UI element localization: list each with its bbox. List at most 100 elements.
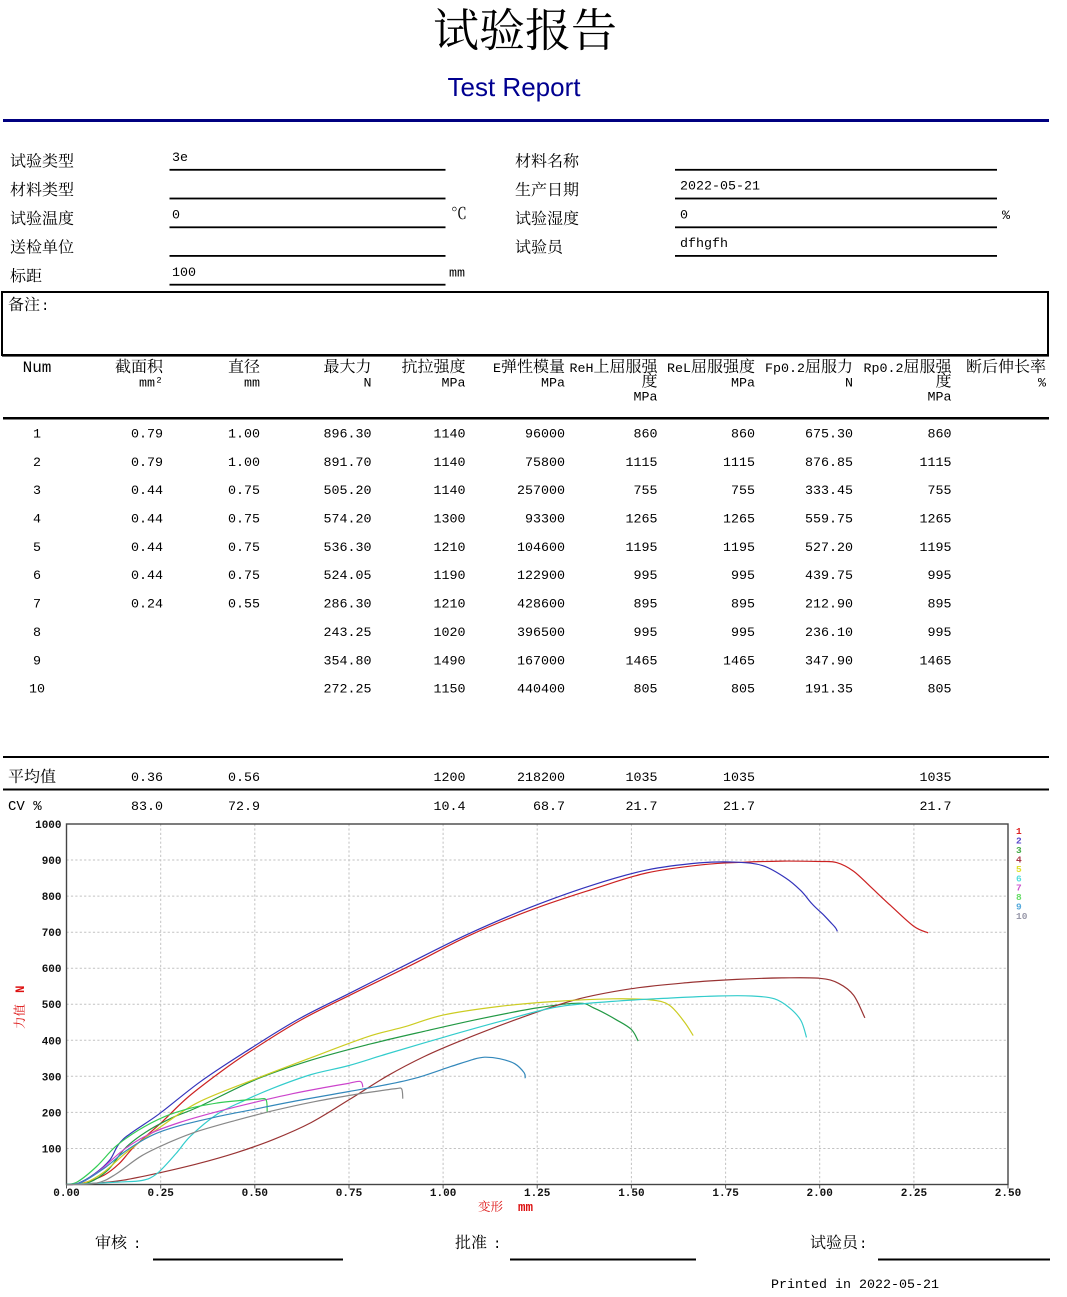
svg-text:7: 7 [1016,883,1022,894]
svg-text:1150: 1150 [434,683,466,698]
svg-text:2: 2 [1016,836,1022,847]
svg-text:995: 995 [928,569,952,584]
svg-text:1265: 1265 [920,513,952,528]
svg-text:0: 0 [172,209,180,224]
svg-text:93300: 93300 [525,513,565,528]
svg-text:Num: Num [23,359,52,377]
svg-text:5: 5 [33,541,41,556]
svg-text:1115: 1115 [626,456,658,471]
svg-text:860: 860 [634,428,658,443]
svg-text:0.44: 0.44 [131,541,163,556]
svg-text:536.30: 536.30 [324,541,372,556]
svg-text:527.20: 527.20 [805,541,853,556]
svg-text:1265: 1265 [626,513,658,528]
svg-text:755: 755 [731,484,755,499]
svg-text:2.50: 2.50 [995,1188,1021,1200]
svg-text:212.90: 212.90 [805,598,853,613]
svg-text:CV %: CV % [8,799,42,815]
svg-text:10: 10 [29,683,45,698]
svg-text:Printed in 2022-05-21: Printed in 2022-05-21 [771,1278,939,1293]
svg-text:0.44: 0.44 [131,484,163,499]
svg-text:600: 600 [42,964,62,976]
svg-text:mm: mm [244,377,260,392]
svg-text:333.45: 333.45 [805,484,853,499]
svg-text:21.7: 21.7 [626,800,658,815]
svg-text:257000: 257000 [517,484,565,499]
svg-text:104600: 104600 [517,541,565,556]
svg-text:mm: mm [518,1201,534,1215]
svg-text:1210: 1210 [434,541,466,556]
svg-text:ReL: ReL [667,362,691,377]
svg-text:MPa: MPa [731,377,755,392]
svg-text:860: 860 [731,428,755,443]
svg-text:0.79: 0.79 [131,428,163,443]
svg-text:5: 5 [1016,864,1022,875]
svg-text:1: 1 [33,428,41,443]
svg-text:1300: 1300 [434,513,466,528]
svg-text:243.25: 243.25 [324,626,372,641]
svg-text:21.7: 21.7 [723,800,755,815]
svg-text:1035: 1035 [920,771,952,786]
svg-text:1035: 1035 [626,771,658,786]
svg-text:995: 995 [928,626,952,641]
svg-text:75800: 75800 [525,456,565,471]
svg-text:8: 8 [1016,892,1022,903]
svg-text:Test Report: Test Report [448,72,582,102]
svg-text:1465: 1465 [626,654,658,669]
svg-text:800: 800 [42,892,62,904]
svg-text:0.55: 0.55 [228,598,260,613]
svg-text:272.25: 272.25 [324,683,372,698]
svg-text:995: 995 [634,626,658,641]
svg-text:1115: 1115 [920,456,952,471]
svg-text:ReH: ReH [570,362,594,377]
svg-text:860: 860 [928,428,952,443]
svg-text:1.50: 1.50 [618,1188,644,1200]
svg-text:1140: 1140 [434,428,466,443]
svg-text:755: 755 [928,484,952,499]
svg-text:1.25: 1.25 [524,1188,551,1200]
svg-text:895: 895 [731,598,755,613]
svg-text:Rp0.2: Rp0.2 [864,362,904,377]
svg-text:895: 895 [928,598,952,613]
svg-text:1195: 1195 [723,541,755,556]
svg-text:MPa: MPa [928,391,952,406]
svg-text:100: 100 [42,1145,62,1157]
svg-text:505.20: 505.20 [324,484,372,499]
svg-text:995: 995 [731,569,755,584]
svg-text:0.44: 0.44 [131,569,163,584]
svg-text:3: 3 [1016,845,1022,856]
svg-text:%: % [1038,377,1046,392]
svg-text:0.24: 0.24 [131,598,163,613]
svg-text:10: 10 [1016,911,1028,922]
svg-text:0.50: 0.50 [242,1188,268,1200]
svg-text:1.00: 1.00 [228,456,260,471]
svg-text:439.75: 439.75 [805,569,853,584]
svg-text:100: 100 [172,266,196,281]
svg-text:68.7: 68.7 [533,800,565,815]
svg-text:559.75: 559.75 [805,513,853,528]
svg-text:0.00: 0.00 [53,1188,79,1200]
svg-text:286.30: 286.30 [324,598,372,613]
svg-text:1265: 1265 [723,513,755,528]
svg-text:755: 755 [634,484,658,499]
svg-text:1.00: 1.00 [430,1188,456,1200]
svg-text:2.00: 2.00 [806,1188,832,1200]
svg-text:0.56: 0.56 [228,771,260,786]
svg-text:354.80: 354.80 [324,654,372,669]
svg-text:1140: 1140 [434,484,466,499]
svg-text::: : [859,1237,867,1253]
svg-text:675.30: 675.30 [805,428,853,443]
svg-text:1020: 1020 [434,626,466,641]
svg-text:9: 9 [33,654,41,669]
svg-text:0.25: 0.25 [147,1188,174,1200]
svg-text:300: 300 [42,1072,62,1084]
svg-text:0.75: 0.75 [228,513,260,528]
svg-text:3: 3 [33,484,41,499]
svg-text:7: 7 [33,598,41,613]
svg-text:0.75: 0.75 [228,569,260,584]
svg-text::: : [493,1237,501,1253]
svg-text:1: 1 [1016,826,1022,837]
svg-text:0.75: 0.75 [228,541,260,556]
svg-text:4: 4 [1016,855,1022,866]
svg-text:N: N [14,985,28,993]
